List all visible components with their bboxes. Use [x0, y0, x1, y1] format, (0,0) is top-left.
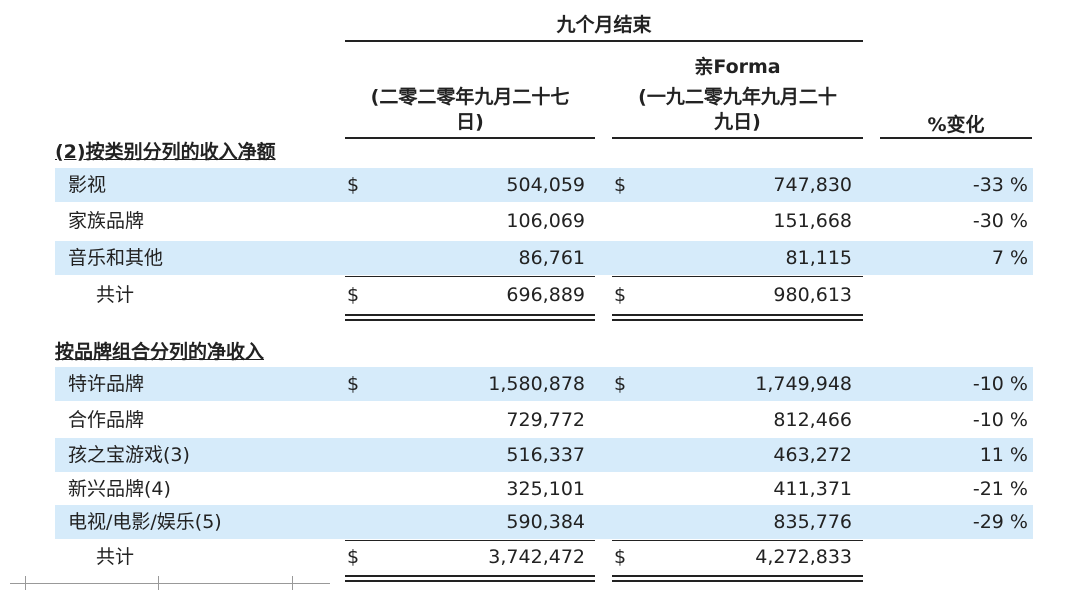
- value-2020: 590,384: [506, 511, 585, 533]
- section2-title: 按品牌组合分列的净收入: [55, 341, 265, 363]
- dollar-sign: $: [347, 284, 360, 306]
- row-band: [55, 505, 1033, 539]
- row-band: [55, 367, 1033, 401]
- double-underline: [345, 580, 595, 582]
- col2-header-line1: 亲Forma: [694, 56, 781, 78]
- table-row: 新兴品牌(4) 325,101 411,371 -21 %: [0, 472, 1080, 506]
- double-underline: [612, 319, 863, 321]
- dollar-sign: $: [614, 174, 627, 196]
- row-band: [55, 438, 1033, 472]
- col3-header-underline: [880, 137, 1032, 139]
- dollar-sign: $: [614, 546, 627, 568]
- value-2020: 106,069: [506, 210, 585, 232]
- row-label: 特许品牌: [68, 373, 145, 395]
- dollar-sign: $: [614, 284, 627, 306]
- row-band: [55, 168, 1033, 202]
- table-row: 合作品牌 729,772 812,466 -10 %: [0, 403, 1080, 437]
- percent-change: -10 %: [972, 409, 1028, 431]
- double-underline: [345, 314, 595, 316]
- total-2019: 980,613: [773, 284, 852, 306]
- subtotal-line: [612, 540, 863, 541]
- row-label: 电视/电影/娱乐(5): [68, 511, 222, 533]
- section1-title: (2)按类别分列的收入净额: [55, 141, 276, 163]
- subtotal-line: [345, 540, 595, 541]
- group-title: 九个月结束: [556, 14, 652, 36]
- dollar-sign: $: [347, 174, 360, 196]
- percent-change: -33 %: [972, 174, 1028, 196]
- percent-change: -29 %: [972, 511, 1028, 533]
- value-2020: 729,772: [506, 409, 585, 431]
- total-label: 共计: [96, 546, 135, 568]
- value-2020: 86,761: [518, 247, 585, 269]
- dollar-sign: $: [614, 373, 627, 395]
- col1-header-underline: [345, 137, 595, 139]
- percent-change: 7 %: [991, 247, 1028, 269]
- percent-change: -30 %: [972, 210, 1028, 232]
- table-row: 影视 $ 504,059 $ 747,830 -33 %: [0, 168, 1080, 202]
- row-band: [55, 241, 1033, 275]
- value-2019: 812,466: [773, 409, 852, 431]
- subtotal-line: [345, 276, 595, 277]
- double-underline: [612, 580, 863, 582]
- col1-header-line2: 日): [456, 111, 484, 133]
- row-label: 合作品牌: [68, 409, 145, 431]
- value-2020: 504,059: [506, 174, 585, 196]
- total-row: 共计 $ 3,742,472 $ 4,272,833: [0, 540, 1080, 574]
- total-2020: 3,742,472: [488, 546, 585, 568]
- value-2019: 81,115: [785, 247, 852, 269]
- value-2019: 151,668: [773, 210, 852, 232]
- row-label: 家族品牌: [68, 210, 145, 232]
- table-row: 电视/电影/娱乐(5) 590,384 835,776 -29 %: [0, 505, 1080, 539]
- value-2020: 516,337: [506, 444, 585, 466]
- percent-change: 11 %: [979, 444, 1028, 466]
- row-label: 音乐和其他: [68, 247, 164, 269]
- value-2019: 747,830: [773, 174, 852, 196]
- double-underline: [345, 575, 595, 577]
- percent-change: -21 %: [972, 478, 1028, 500]
- table-row: 家族品牌 106,069 151,668 -30 %: [0, 204, 1080, 238]
- value-2019: 463,272: [773, 444, 852, 466]
- col2-header-underline: [612, 137, 863, 139]
- value-2019: 1,749,948: [755, 373, 852, 395]
- table-row: 特许品牌 $ 1,580,878 $ 1,749,948 -10 %: [0, 367, 1080, 401]
- total-2019: 4,272,833: [755, 546, 852, 568]
- double-underline: [345, 319, 595, 321]
- col3-header: %变化: [927, 114, 985, 136]
- value-2020: 325,101: [506, 478, 585, 500]
- total-label: 共计: [96, 284, 135, 306]
- col1-header-line1: (二零二零年九月二十七: [370, 86, 570, 108]
- group-title-underline: [345, 40, 863, 42]
- row-label: 影视: [68, 174, 107, 196]
- table-row: 音乐和其他 86,761 81,115 7 %: [0, 241, 1080, 275]
- row-label: 孩之宝游戏(3): [68, 444, 190, 466]
- value-2019: 411,371: [773, 478, 852, 500]
- dollar-sign: $: [347, 546, 360, 568]
- col2-header-line2: (一九二零九年九月二十: [638, 86, 837, 108]
- double-underline: [612, 575, 863, 577]
- dollar-sign: $: [347, 373, 360, 395]
- total-2020: 696,889: [506, 284, 585, 306]
- table-row: 孩之宝游戏(3) 516,337 463,272 11 %: [0, 438, 1080, 472]
- double-underline: [612, 314, 863, 316]
- percent-change: -10 %: [972, 373, 1028, 395]
- value-2020: 1,580,878: [488, 373, 585, 395]
- col2-header-line3: 九日): [714, 111, 761, 133]
- subtotal-line: [612, 276, 863, 277]
- row-label: 新兴品牌(4): [68, 478, 171, 500]
- total-row: 共计 $ 696,889 $ 980,613: [0, 278, 1080, 312]
- value-2019: 835,776: [773, 511, 852, 533]
